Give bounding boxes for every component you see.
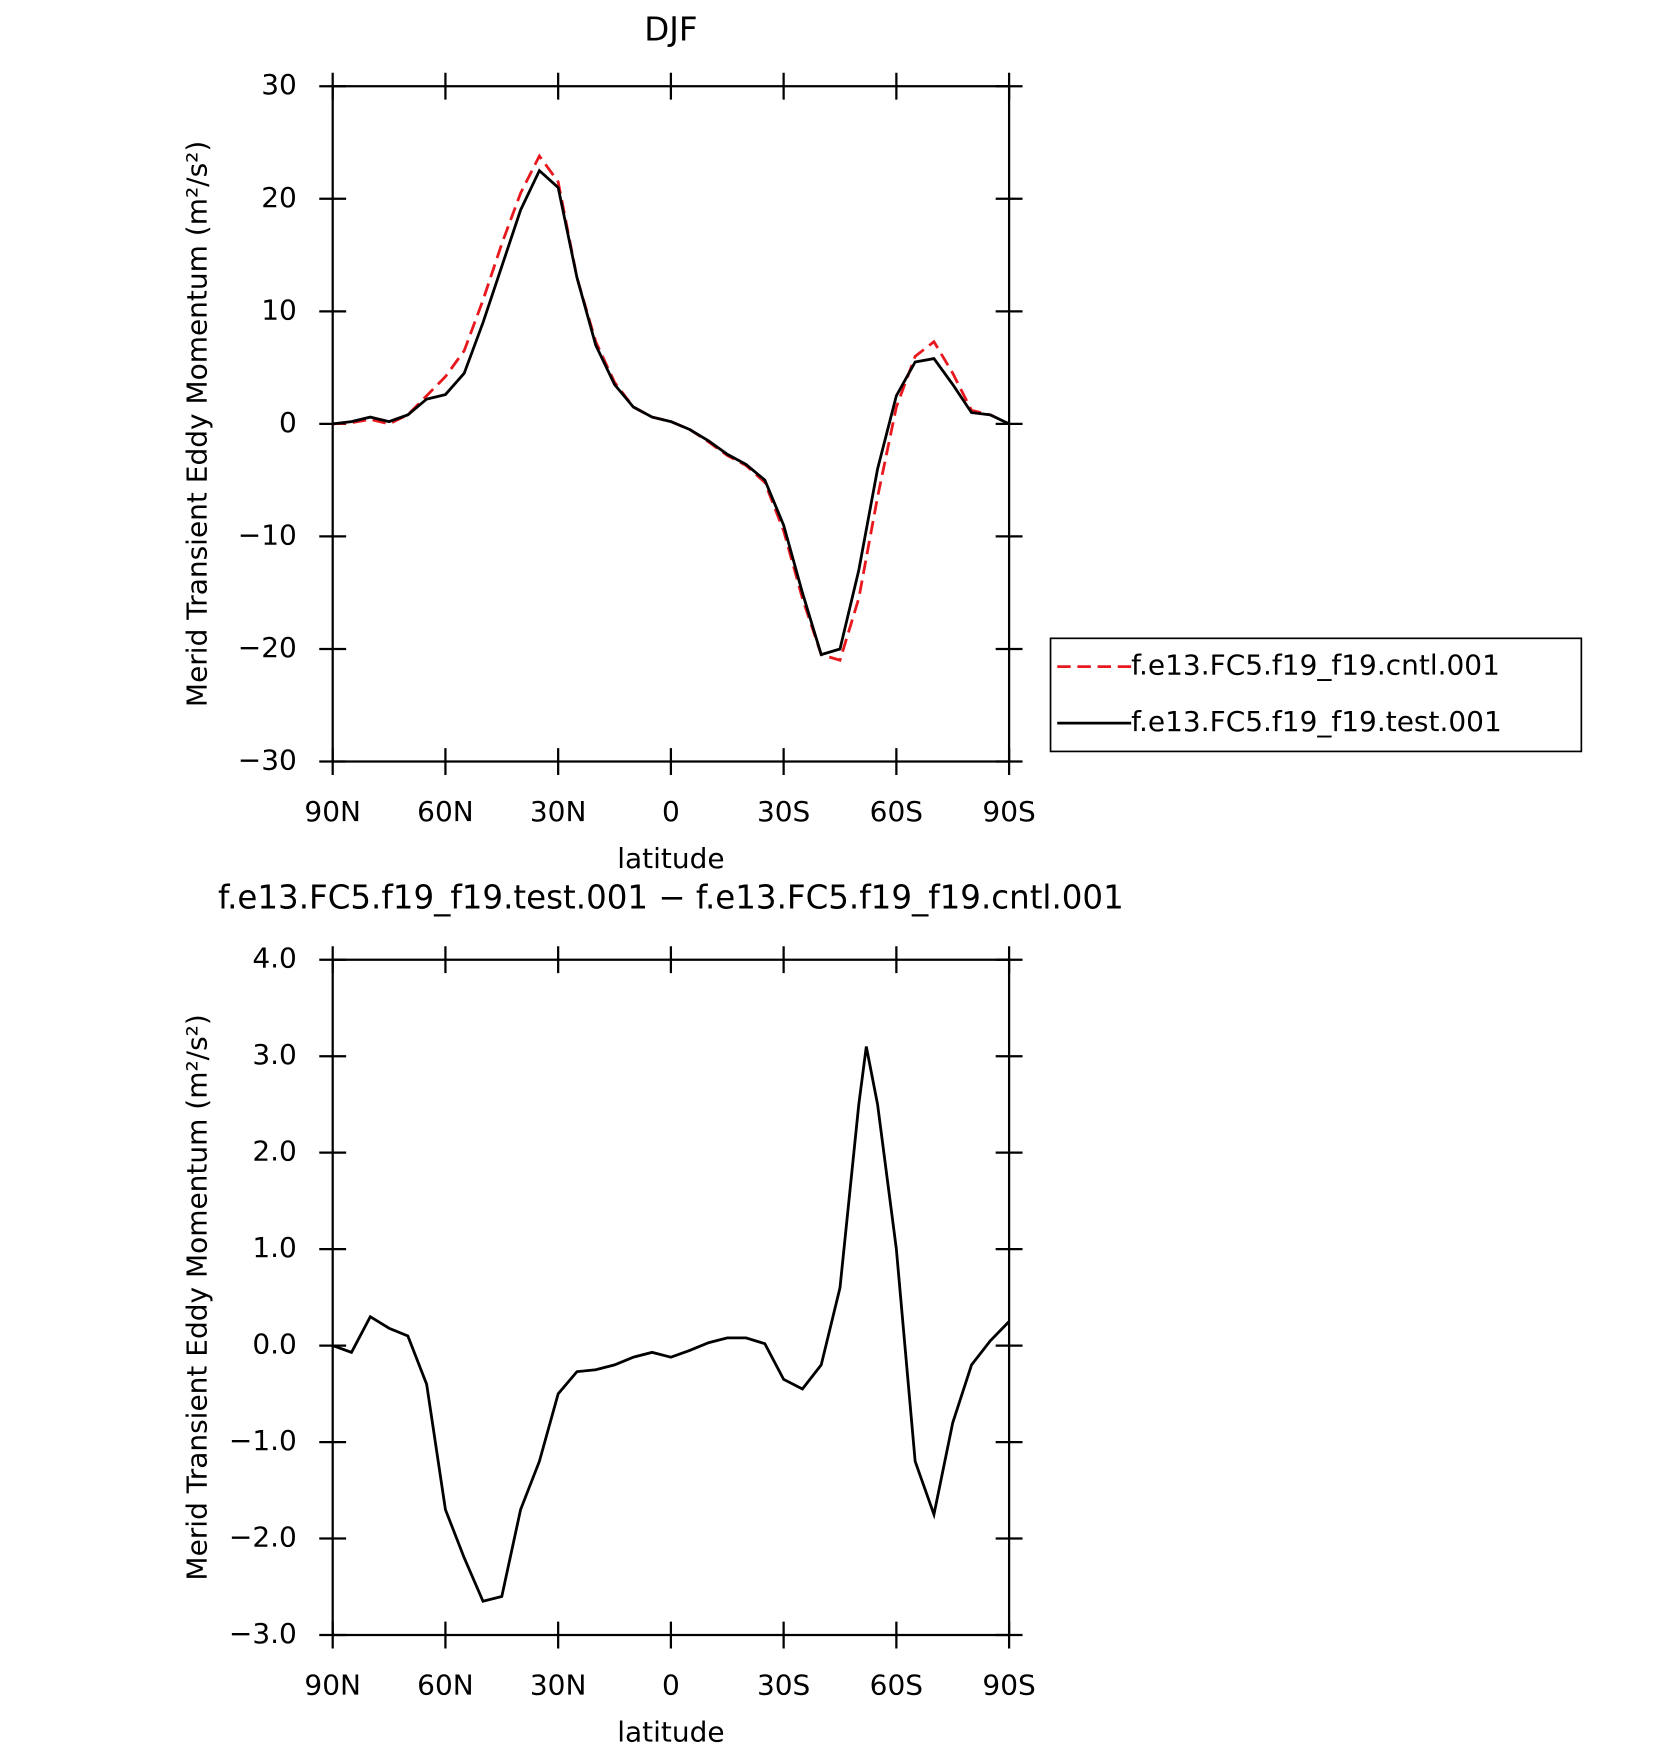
y-tick-label: −30 bbox=[238, 744, 297, 777]
x-tick-label: 0 bbox=[662, 1669, 680, 1702]
y-tick-label: −10 bbox=[238, 518, 297, 551]
x-axis-label: latitude bbox=[617, 842, 724, 875]
x-tick-label: 30N bbox=[530, 795, 587, 828]
x-tick-label: 60N bbox=[417, 1669, 474, 1702]
x-tick-label: 90N bbox=[304, 795, 361, 828]
x-tick-label: 30N bbox=[530, 1669, 587, 1702]
chart-title: DJF bbox=[644, 10, 697, 48]
y-tick-label: 10 bbox=[261, 293, 297, 326]
x-tick-label: 90S bbox=[982, 1669, 1035, 1702]
chart-title: f.e13.FC5.f19_f19.test.001 − f.e13.FC5.f… bbox=[218, 878, 1124, 916]
x-tick-label: 60S bbox=[870, 1669, 923, 1702]
y-tick-label: 2.0 bbox=[252, 1135, 297, 1168]
x-tick-label: 60S bbox=[870, 795, 923, 828]
x-axis-label: latitude bbox=[617, 1716, 724, 1747]
y-axis-label: Merid Transient Eddy Momentum (m²/s²) bbox=[180, 141, 213, 707]
y-tick-label: 3.0 bbox=[252, 1038, 297, 1071]
y-tick-label: −1.0 bbox=[229, 1424, 297, 1457]
y-tick-label: 20 bbox=[261, 181, 297, 214]
legend-label: f.e13.FC5.f19_f19.cntl.001 bbox=[1131, 649, 1500, 682]
x-tick-label: 90N bbox=[304, 1669, 361, 1702]
legend-box bbox=[1049, 637, 1583, 753]
x-tick-label: 0 bbox=[662, 795, 680, 828]
y-tick-label: 30 bbox=[261, 68, 297, 101]
y-tick-label: 0 bbox=[279, 406, 297, 439]
x-tick-label: 90S bbox=[982, 795, 1035, 828]
y-tick-label: 0.0 bbox=[252, 1328, 297, 1361]
legend-label: f.e13.FC5.f19_f19.test.001 bbox=[1131, 705, 1502, 738]
plot-frame bbox=[331, 85, 1011, 763]
data-line bbox=[332, 168, 1010, 657]
x-tick-label: 30S bbox=[757, 1669, 810, 1702]
y-tick-label: −20 bbox=[238, 631, 297, 664]
data-line bbox=[332, 153, 1010, 662]
y-tick-label: −3.0 bbox=[229, 1617, 297, 1650]
plot-frame bbox=[331, 958, 1011, 1637]
data-line bbox=[332, 1046, 1011, 1603]
y-tick-label: 1.0 bbox=[252, 1231, 297, 1264]
y-axis-label: Merid Transient Eddy Momentum (m²/s²) bbox=[180, 1014, 213, 1580]
y-tick-label: −2.0 bbox=[229, 1521, 297, 1554]
x-tick-label: 30S bbox=[757, 795, 810, 828]
x-tick-label: 60N bbox=[417, 795, 474, 828]
y-tick-label: 4.0 bbox=[252, 942, 297, 975]
